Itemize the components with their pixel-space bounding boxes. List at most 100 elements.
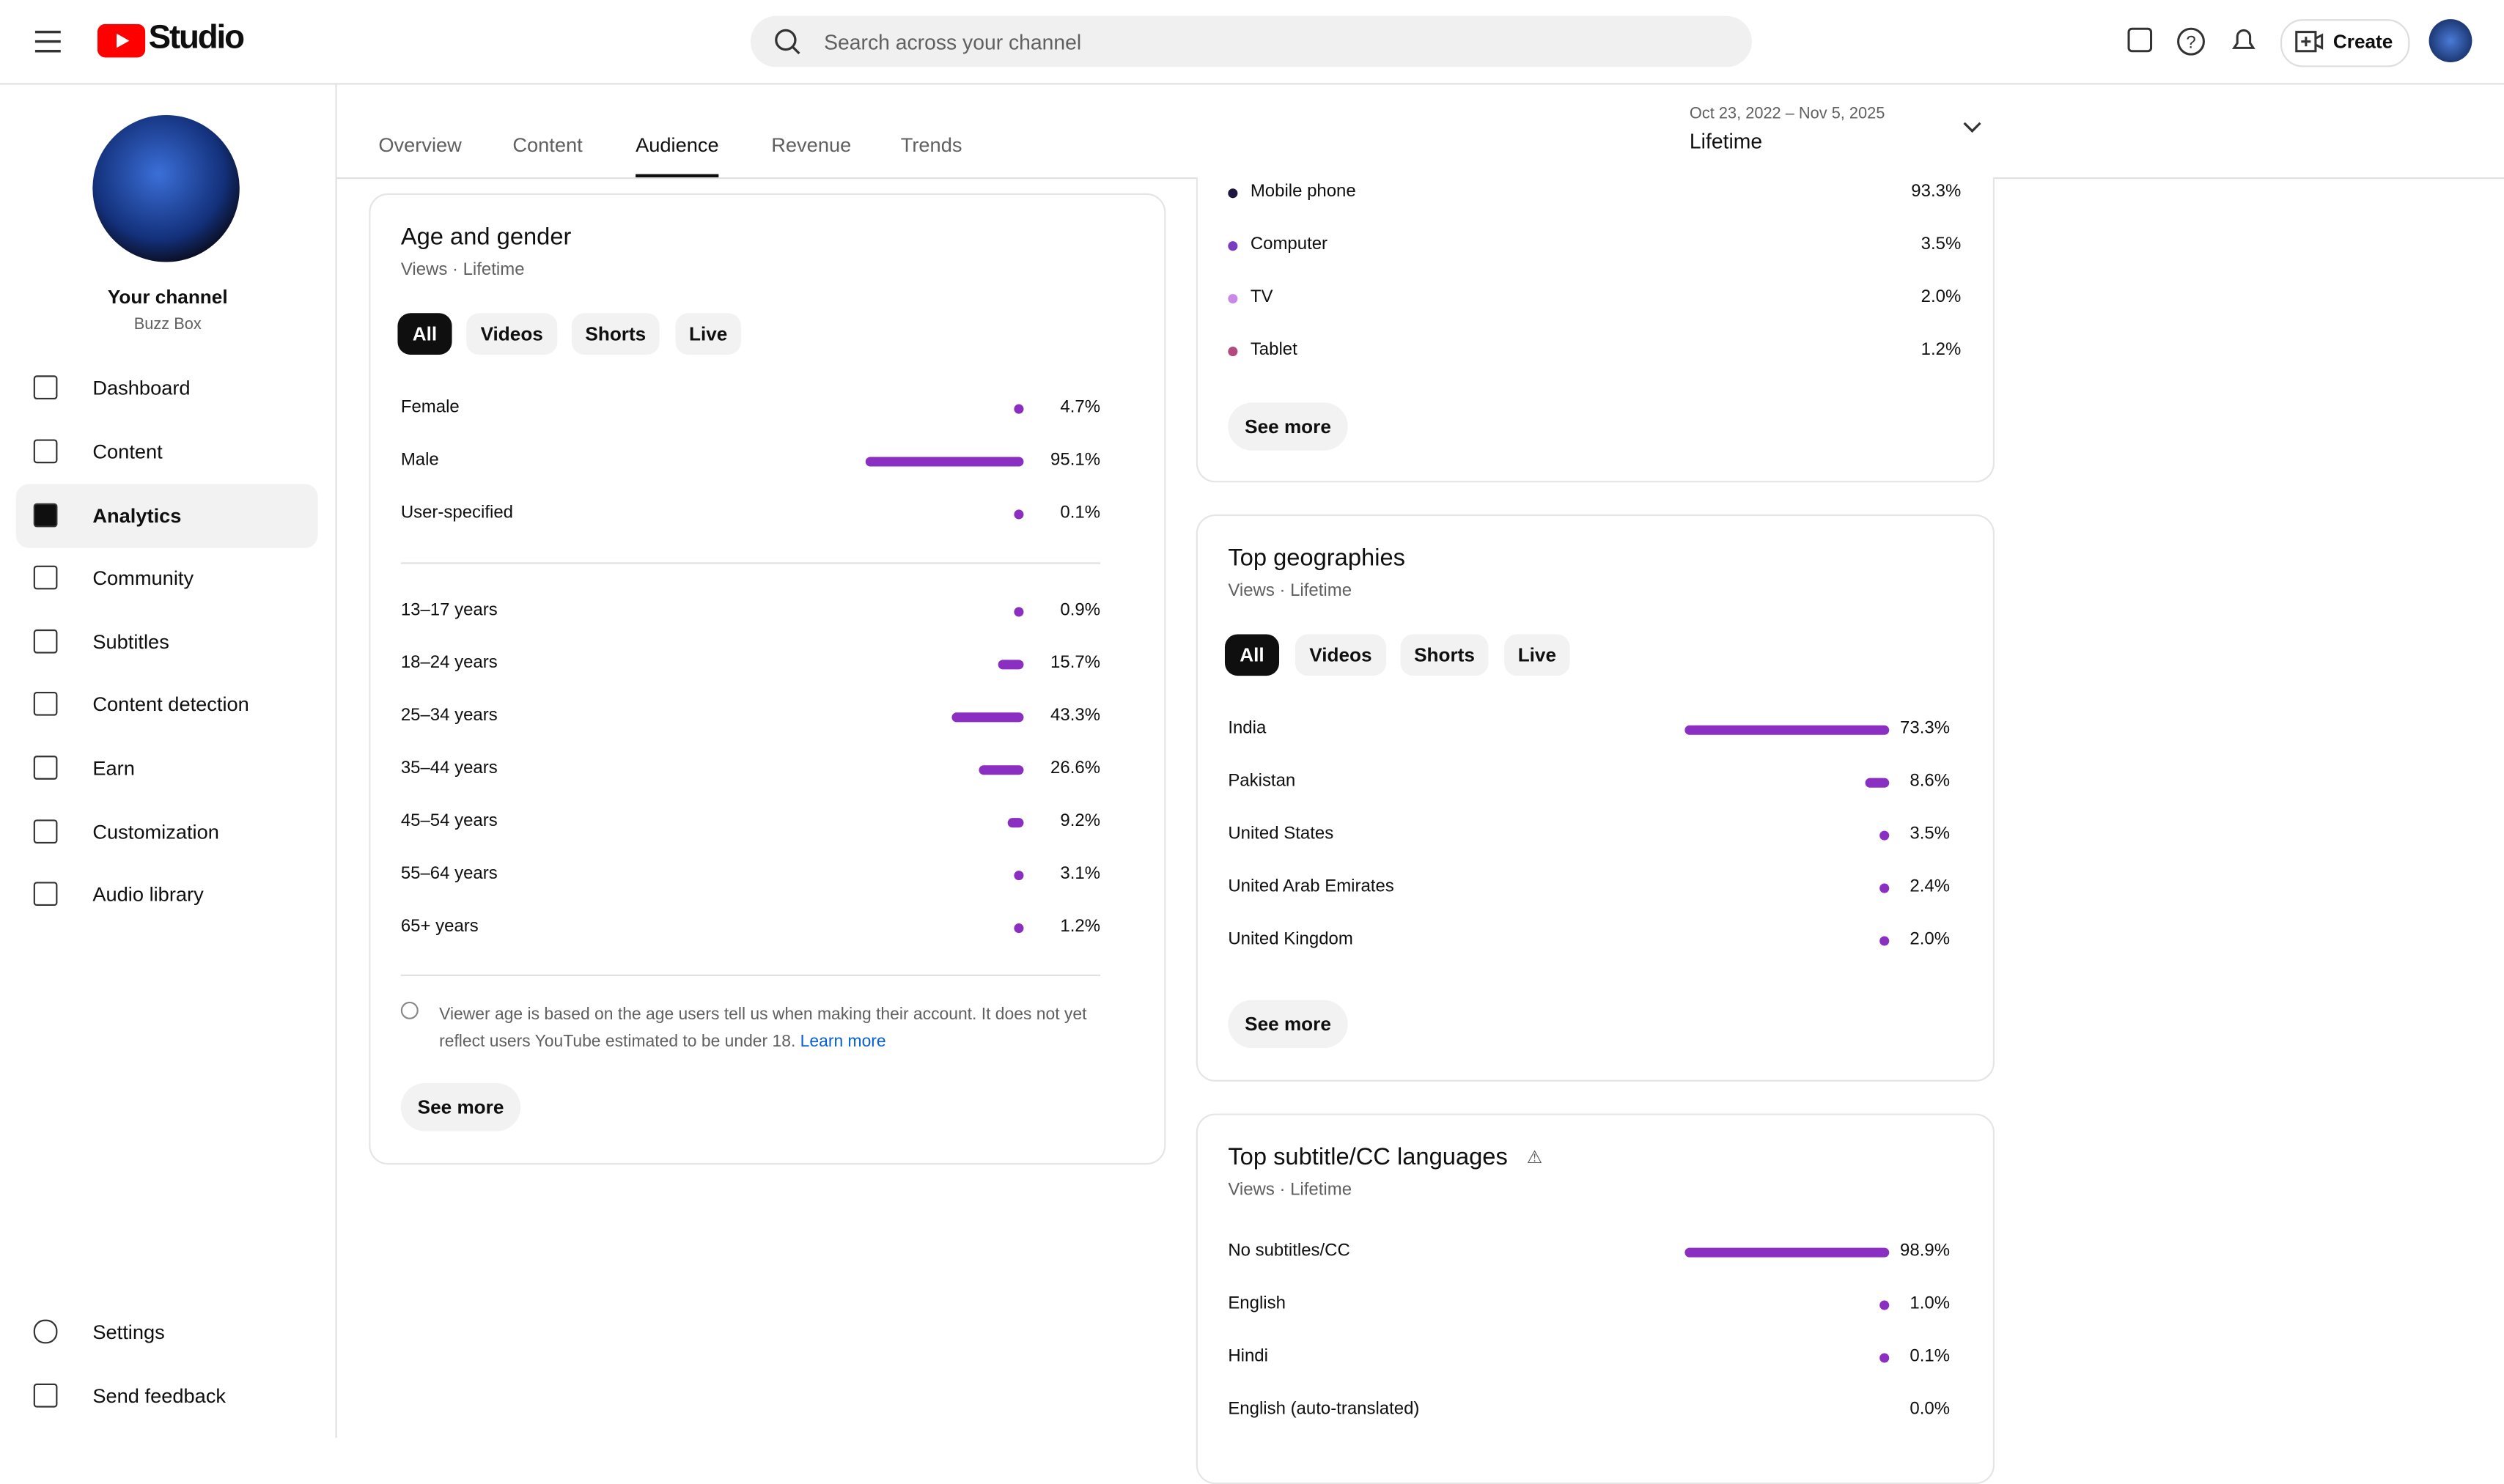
row-label: Pakistan (1228, 771, 1296, 791)
bar (1684, 1247, 1890, 1258)
nav-icon (33, 503, 58, 528)
row-label: 18–24 years (400, 653, 498, 673)
row-value: 0.1% (1060, 503, 1101, 523)
legend-dot (1228, 188, 1238, 199)
card-subtitle: Views · Lifetime (1228, 581, 1352, 601)
filter-chip[interactable]: Live (1504, 634, 1570, 676)
account-avatar[interactable] (2428, 19, 2472, 63)
row-label: User-specified (400, 503, 514, 523)
date-label[interactable]: Lifetime (1689, 129, 1763, 154)
row-label: Tablet (1250, 340, 1297, 360)
create-button[interactable] (2280, 19, 2410, 67)
svg-text:?: ? (2186, 32, 2195, 52)
card-subtitle: Views · Lifetime (400, 260, 525, 280)
filter-chip[interactable]: Live (675, 313, 741, 355)
nav-item[interactable]: Community (92, 566, 194, 590)
warning-icon: ⚠ (1526, 1148, 1543, 1168)
row-value: 93.3% (1911, 182, 1962, 202)
nav-item[interactable]: Content detection (92, 693, 249, 716)
row-label: 35–44 years (400, 758, 498, 778)
create-icon (2295, 31, 2324, 53)
nav-icon (33, 882, 58, 907)
top-bar (0, 0, 2504, 85)
nav-icon (33, 1319, 58, 1344)
bar (1014, 404, 1024, 414)
filter-chip[interactable]: Shorts (571, 313, 660, 355)
tab[interactable]: Trends (900, 134, 962, 157)
tab[interactable]: Overview (378, 134, 462, 157)
row-label: United Arab Emirates (1228, 876, 1394, 896)
nav-selected (15, 484, 318, 548)
nav-item[interactable]: Audio library (92, 883, 204, 907)
see-more[interactable]: See more (1228, 402, 1348, 451)
nav-item[interactable]: Settings (92, 1321, 165, 1344)
bar (1014, 871, 1024, 881)
row-label: 55–64 years (400, 864, 498, 884)
filter-chip[interactable]: Videos (466, 313, 558, 355)
card-subtitle: Views · Lifetime (1228, 1181, 1352, 1200)
legend-dot (1228, 347, 1238, 357)
nav-icon (33, 1383, 58, 1408)
learn-more-link[interactable]: Learn more (800, 1032, 886, 1052)
bar (1014, 607, 1024, 617)
date-chevron[interactable] (1961, 120, 1984, 136)
row-label: 65+ years (400, 917, 479, 937)
tab[interactable]: Audience (636, 134, 719, 157)
bar (1684, 725, 1890, 735)
row-label: Computer (1250, 235, 1328, 254)
row-label: United Kingdom (1228, 929, 1353, 949)
row-label: 25–34 years (400, 706, 498, 726)
nav-item[interactable]: Earn (92, 757, 135, 780)
date-range: Oct 23, 2022 – Nov 5, 2025 (1689, 105, 1885, 123)
age-gender-card (369, 193, 1166, 1165)
row-value: 3.5% (1921, 235, 1962, 254)
nav-icon (33, 819, 58, 844)
bar (865, 457, 1024, 467)
row-label: Female (400, 397, 460, 417)
tab[interactable]: Revenue (771, 134, 852, 157)
search-icon (775, 29, 800, 55)
row-value: 8.6% (1910, 771, 1951, 791)
filter-chip[interactable]: Shorts (1400, 634, 1489, 676)
row-label: United States (1228, 824, 1334, 844)
row-value: 0.0% (1910, 1399, 1951, 1419)
channel-avatar[interactable] (92, 114, 240, 262)
nav-item[interactable]: Content (92, 440, 163, 464)
bar (1879, 936, 1890, 946)
row-value: 0.9% (1060, 600, 1101, 620)
menu-icon[interactable] (32, 27, 65, 56)
legend-dot (1228, 241, 1238, 251)
bar (1879, 830, 1890, 841)
nav-item[interactable]: Subtitles (92, 631, 169, 654)
row-value: 98.9% (1900, 1241, 1951, 1261)
header-icons[interactable]: ? (2126, 26, 2267, 58)
logo[interactable] (97, 23, 146, 58)
divider (400, 562, 1101, 564)
bar (1879, 1300, 1890, 1310)
see-more[interactable]: See more (1228, 1000, 1348, 1049)
filter-chip[interactable]: Videos (1295, 634, 1386, 676)
nav-item[interactable]: Customization (92, 821, 219, 844)
search-placeholder: Search across your channel (824, 30, 1082, 55)
nav-item[interactable]: Dashboard (92, 377, 191, 399)
card-title: Top subtitle/CC languages (1228, 1143, 1508, 1171)
nav-item[interactable]: Analytics (92, 504, 182, 528)
row-label: English (1228, 1293, 1286, 1313)
search-box[interactable] (750, 15, 1752, 67)
see-more[interactable]: See more (400, 1083, 521, 1132)
info-icon (400, 1001, 419, 1019)
row-label: TV (1250, 287, 1273, 307)
tabs-bar (336, 84, 2504, 177)
nav-item[interactable]: Send feedback (92, 1385, 227, 1408)
filter-chip[interactable]: All (397, 313, 452, 355)
divider (400, 974, 1101, 976)
row-value: 1.0% (1910, 1293, 1951, 1313)
bar (1014, 923, 1024, 934)
tab[interactable]: Content (512, 134, 583, 157)
bar (951, 712, 1024, 723)
sidebar (0, 84, 337, 1438)
filter-chip[interactable]: All (1224, 634, 1280, 676)
nav-icon (33, 439, 58, 464)
